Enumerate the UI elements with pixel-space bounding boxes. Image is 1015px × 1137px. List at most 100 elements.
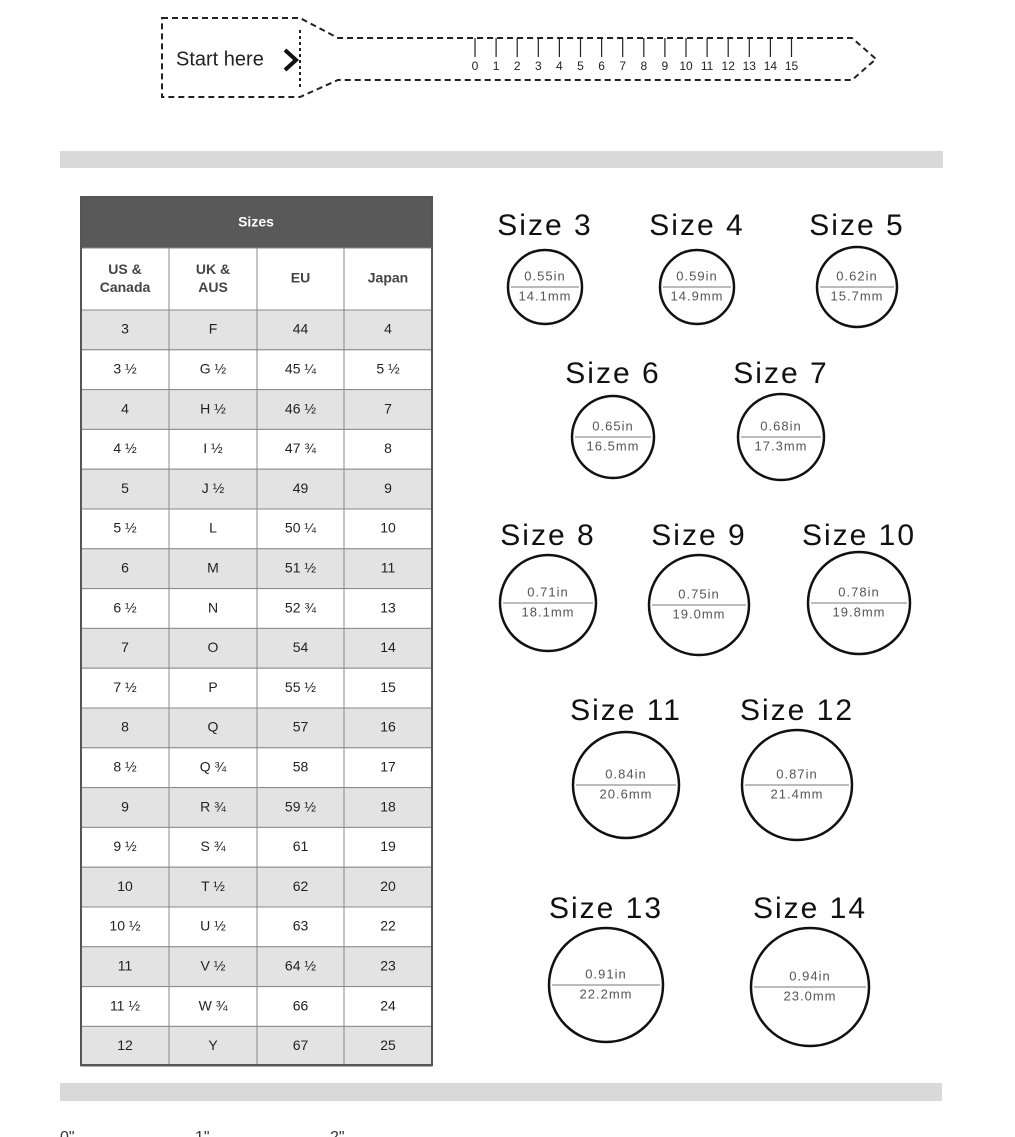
ring-label: Size 7 — [733, 357, 828, 390]
ring-inch: 0.71in — [527, 584, 568, 599]
ring-mm: 16.5mm — [587, 438, 640, 453]
ring-mm: 17.3mm — [755, 438, 808, 453]
table-cell: 16 — [380, 719, 396, 735]
ring — [740, 728, 854, 842]
ring-mm: 18.1mm — [522, 604, 575, 619]
ruler-label: 1" — [195, 1129, 210, 1137]
table-cell: 11 — [118, 958, 133, 974]
table-cell: 67 — [293, 1037, 309, 1053]
ring-inch: 0.65in — [592, 418, 633, 433]
table-cell: 11 ½ — [110, 997, 140, 1013]
table-cell: 7 ½ — [113, 679, 137, 695]
ring-label: Size 9 — [651, 519, 746, 552]
table-cell: S ¾ — [201, 838, 226, 854]
table-cell: J ½ — [202, 480, 225, 496]
table-cell: T ½ — [201, 878, 225, 894]
table-cell: 51 ½ — [285, 560, 316, 576]
ring-mm: 15.7mm — [831, 288, 884, 303]
table-cell: 20 — [380, 878, 396, 894]
table-cell: 5 — [121, 480, 129, 496]
table-cell: 23 — [380, 958, 396, 974]
column-header: UK & AUS — [196, 261, 230, 295]
tick-label: 4 — [556, 59, 563, 73]
table-cell: 64 ½ — [285, 958, 316, 974]
ring — [571, 730, 681, 840]
tick-label: 3 — [535, 59, 542, 73]
ring — [547, 926, 665, 1044]
table-cell: V ½ — [201, 958, 226, 974]
tick-label: 5 — [577, 59, 584, 73]
table-cell: I ½ — [203, 440, 223, 456]
ring-inch: 0.91in — [585, 966, 626, 981]
table-cell: H ½ — [200, 400, 226, 416]
table-cell: 18 — [380, 798, 396, 814]
tick-label: 12 — [722, 59, 736, 73]
tick-label: 8 — [640, 59, 647, 73]
tick-label: 10 — [679, 59, 693, 73]
divider — [60, 1083, 942, 1101]
table-cell: 12 — [117, 1037, 133, 1053]
ruler-label: 2" — [330, 1129, 345, 1137]
ring-inch: 0.84in — [605, 766, 646, 781]
ring-label: Size 10 — [802, 519, 916, 552]
tick-label: 6 — [598, 59, 605, 73]
table-cell: 46 ½ — [285, 400, 316, 416]
table-cell: L — [209, 520, 217, 536]
ring — [570, 394, 656, 480]
table-cell: W ¾ — [199, 997, 228, 1013]
tick-label: 1 — [493, 59, 500, 73]
ring-inch: 0.75in — [678, 586, 719, 601]
ring-inch: 0.78in — [838, 584, 879, 599]
ring-label: Size 13 — [549, 892, 663, 925]
table-cell: 8 — [384, 440, 392, 456]
table-cell: 15 — [380, 679, 396, 695]
table-cell: 17 — [380, 759, 396, 775]
start-label: Start here — [176, 48, 264, 70]
ring-mm: 14.1mm — [519, 288, 572, 303]
tick-label: 11 — [701, 59, 714, 73]
table-cell: 11 — [381, 560, 396, 576]
table-title: Sizes — [238, 214, 274, 230]
ring — [736, 392, 826, 482]
ring-mm: 22.2mm — [580, 986, 633, 1001]
table-cell: 3 ½ — [113, 361, 137, 377]
table-cell: M — [207, 560, 219, 576]
ring-inch: 0.59in — [676, 268, 717, 283]
ring — [506, 248, 584, 326]
table-cell: Y — [208, 1037, 218, 1053]
table-cell: Q — [208, 719, 219, 735]
ring-mm: 20.6mm — [600, 786, 653, 801]
table-cell: 5 ½ — [113, 520, 137, 536]
ring-inch: 0.55in — [524, 268, 565, 283]
table-cell: 49 — [293, 480, 309, 496]
column-header: Japan — [368, 270, 408, 286]
table-cell: 19 — [380, 838, 396, 854]
table-cell: 13 — [380, 599, 396, 615]
arrow — [283, 48, 299, 72]
table-cell: 24 — [380, 997, 396, 1013]
ring — [749, 926, 871, 1048]
table-cell: 4 — [384, 321, 392, 337]
table-cell: 4 — [121, 400, 129, 416]
table-cell: 3 — [121, 321, 129, 337]
table-cell: 4 ½ — [113, 440, 137, 456]
divider — [60, 151, 943, 168]
table-cell: 9 — [384, 480, 392, 496]
column-header: US & Canada — [100, 261, 151, 295]
ruler-label: 0" — [60, 1129, 75, 1137]
table-cell: 7 — [384, 400, 392, 416]
table-cell: 66 — [293, 997, 309, 1013]
ring-label: Size 12 — [740, 694, 854, 727]
ring-label: Size 4 — [649, 209, 744, 242]
table-cell: 9 — [121, 798, 129, 814]
ring-label: Size 14 — [753, 892, 867, 925]
table-cell: 45 ¼ — [285, 361, 316, 377]
ring-label: Size 3 — [497, 209, 592, 242]
ring-inch: 0.94in — [789, 968, 830, 983]
column-header: EU — [291, 270, 310, 286]
table-cell: 61 — [293, 838, 309, 854]
ring-mm: 23.0mm — [784, 988, 837, 1003]
table-cell: F — [209, 321, 218, 337]
